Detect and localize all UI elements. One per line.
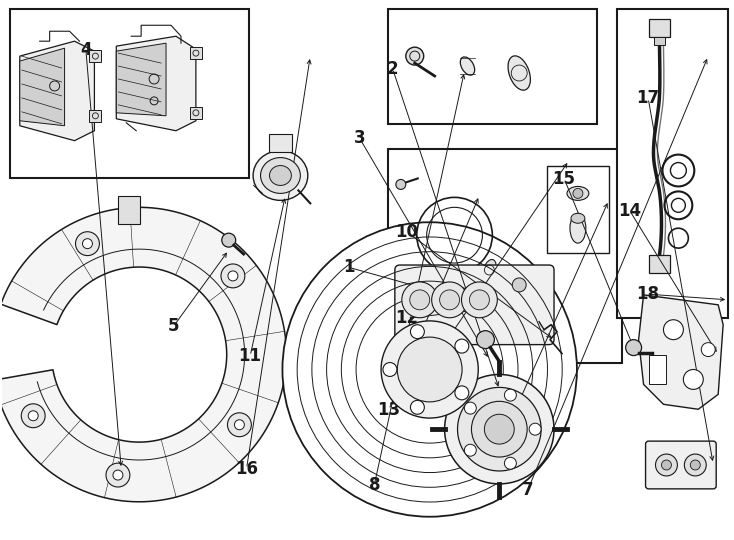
Bar <box>547 166 608 253</box>
Circle shape <box>476 330 494 349</box>
Polygon shape <box>639 295 723 409</box>
Ellipse shape <box>567 186 589 200</box>
Circle shape <box>222 233 236 247</box>
FancyBboxPatch shape <box>395 265 554 345</box>
Ellipse shape <box>483 260 496 280</box>
Circle shape <box>228 413 251 437</box>
Ellipse shape <box>570 213 586 243</box>
Text: 14: 14 <box>618 202 642 220</box>
Ellipse shape <box>261 158 300 193</box>
Circle shape <box>397 337 462 402</box>
Circle shape <box>529 423 541 435</box>
Bar <box>90 50 101 62</box>
Bar <box>653 37 666 45</box>
Bar <box>269 134 292 152</box>
Ellipse shape <box>508 56 531 90</box>
Circle shape <box>573 188 583 198</box>
Circle shape <box>76 232 99 255</box>
Bar <box>388 9 597 124</box>
Circle shape <box>455 339 469 353</box>
Circle shape <box>410 400 424 414</box>
Circle shape <box>440 290 459 310</box>
Circle shape <box>383 362 397 376</box>
Polygon shape <box>0 207 286 502</box>
Circle shape <box>455 386 469 400</box>
Circle shape <box>381 321 479 418</box>
Text: 6: 6 <box>413 374 424 392</box>
Polygon shape <box>116 43 166 116</box>
Polygon shape <box>20 41 95 140</box>
Circle shape <box>462 282 498 318</box>
Circle shape <box>465 402 476 414</box>
Circle shape <box>221 264 245 288</box>
Circle shape <box>82 239 92 248</box>
Text: 1: 1 <box>343 258 355 276</box>
Bar <box>190 47 202 59</box>
Ellipse shape <box>571 213 585 223</box>
Circle shape <box>28 411 38 421</box>
Text: 4: 4 <box>80 40 92 59</box>
Text: 16: 16 <box>235 460 258 478</box>
Bar <box>617 9 728 318</box>
Circle shape <box>661 460 672 470</box>
Circle shape <box>106 463 130 487</box>
Circle shape <box>684 454 706 476</box>
FancyBboxPatch shape <box>646 441 716 489</box>
Bar <box>649 255 670 273</box>
Circle shape <box>234 420 244 430</box>
Text: 9: 9 <box>507 406 519 424</box>
Text: 12: 12 <box>396 309 418 327</box>
Circle shape <box>701 342 715 356</box>
Polygon shape <box>116 36 196 131</box>
Circle shape <box>401 282 437 318</box>
Ellipse shape <box>253 151 308 200</box>
Text: 8: 8 <box>368 476 380 494</box>
Circle shape <box>484 414 515 444</box>
Text: 7: 7 <box>522 481 534 500</box>
Circle shape <box>683 369 703 389</box>
Text: 11: 11 <box>239 347 261 365</box>
Circle shape <box>283 222 577 517</box>
Bar <box>190 107 202 119</box>
Circle shape <box>470 290 490 310</box>
Circle shape <box>504 457 516 469</box>
Bar <box>118 196 140 224</box>
Circle shape <box>512 278 526 292</box>
Text: 15: 15 <box>553 170 575 188</box>
Circle shape <box>410 290 429 310</box>
Text: 10: 10 <box>396 224 418 241</box>
Circle shape <box>664 320 683 340</box>
Circle shape <box>465 444 476 456</box>
Circle shape <box>445 374 554 484</box>
Circle shape <box>228 271 238 281</box>
Bar <box>90 110 101 122</box>
Bar <box>388 148 622 362</box>
Bar <box>649 19 670 37</box>
Text: 5: 5 <box>168 318 179 335</box>
Circle shape <box>691 460 700 470</box>
Bar <box>10 9 249 179</box>
Text: 3: 3 <box>354 130 366 147</box>
Bar <box>649 355 666 384</box>
Circle shape <box>21 404 46 428</box>
Polygon shape <box>20 48 65 126</box>
Text: 17: 17 <box>636 89 660 107</box>
Circle shape <box>471 401 527 457</box>
Circle shape <box>504 389 516 401</box>
Circle shape <box>432 282 468 318</box>
Circle shape <box>410 325 424 339</box>
Circle shape <box>625 340 642 355</box>
Circle shape <box>406 47 424 65</box>
Ellipse shape <box>269 166 291 185</box>
Ellipse shape <box>460 57 475 75</box>
Circle shape <box>396 179 406 190</box>
Circle shape <box>457 387 541 471</box>
Circle shape <box>113 470 123 480</box>
Text: 18: 18 <box>636 285 660 303</box>
Circle shape <box>655 454 677 476</box>
Text: 2: 2 <box>387 59 399 78</box>
Text: 13: 13 <box>377 401 401 418</box>
